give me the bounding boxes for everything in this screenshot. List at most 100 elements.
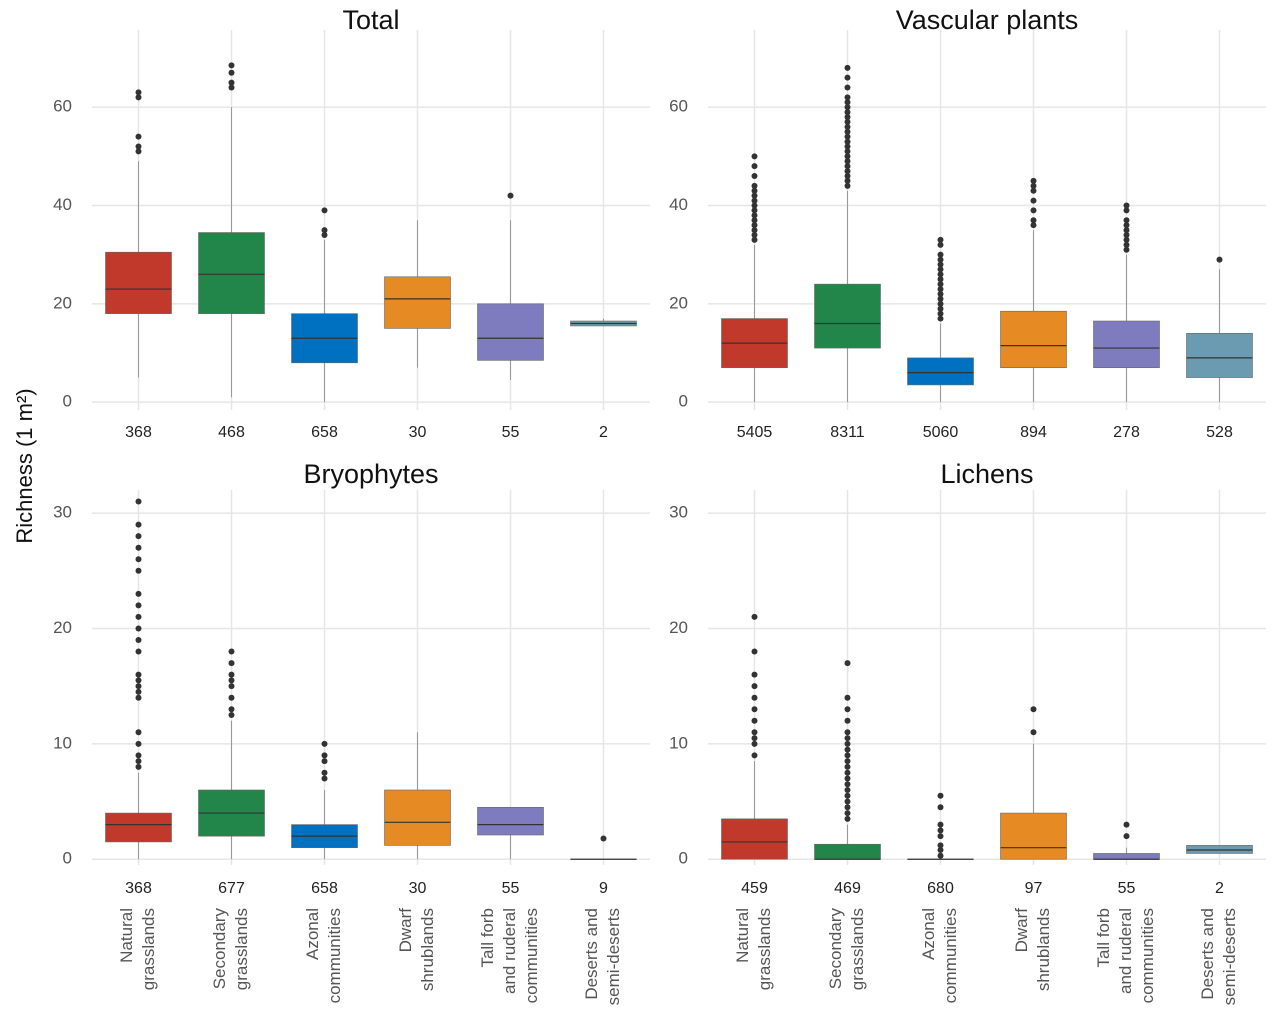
outlier <box>229 649 235 655</box>
box <box>478 304 544 361</box>
outlier <box>1124 822 1130 828</box>
count-label: 459 <box>741 880 768 897</box>
count-label: 97 <box>1025 880 1043 897</box>
panel-title: Bryophytes <box>303 459 438 489</box>
x-tick-label: semi-deserts <box>1220 908 1239 1005</box>
x-tick-label: communities <box>325 908 344 1003</box>
count-label: 368 <box>125 424 152 441</box>
count-label: 468 <box>218 424 245 441</box>
outlier <box>752 741 758 747</box>
count-label: 55 <box>502 880 520 897</box>
outlier <box>1031 706 1037 712</box>
box <box>385 277 451 329</box>
y-tick-label: 20 <box>669 293 688 312</box>
outlier <box>752 683 758 689</box>
y-tick-label: 20 <box>669 618 688 637</box>
x-tick-label: Natural <box>733 908 752 963</box>
outlier <box>752 718 758 724</box>
outlier <box>136 545 142 551</box>
count-label: 469 <box>834 880 861 897</box>
panel-title: Lichens <box>940 459 1033 489</box>
outlier <box>845 804 851 810</box>
x-tick-label: Secondary <box>826 908 845 990</box>
outlier <box>136 144 142 150</box>
outlier <box>1031 207 1037 213</box>
outlier <box>938 252 944 258</box>
x-tick-label: Natural <box>117 908 136 963</box>
outlier <box>845 741 851 747</box>
outlier <box>136 533 142 539</box>
outlier <box>845 660 851 666</box>
count-label: 30 <box>409 424 427 441</box>
outlier <box>136 741 142 747</box>
outlier <box>601 835 607 841</box>
outlier <box>845 94 851 100</box>
box <box>199 233 265 314</box>
outlier <box>752 163 758 169</box>
outlier <box>1217 257 1223 263</box>
y-tick-label: 60 <box>53 97 72 116</box>
x-tick-label: Azonal <box>303 908 322 960</box>
x-tick-label: Tall forb <box>478 908 497 968</box>
x-tick-label: grasslands <box>755 908 774 990</box>
outlier <box>322 207 328 213</box>
x-tick-label: grasslands <box>848 908 867 990</box>
outlier <box>938 237 944 243</box>
count-label: 677 <box>218 880 245 897</box>
x-tick-label: communities <box>941 908 960 1003</box>
outlier <box>845 695 851 701</box>
count-label: 2 <box>599 424 608 441</box>
outlier <box>136 695 142 701</box>
outlier <box>136 764 142 770</box>
box <box>908 358 974 385</box>
outlier <box>938 822 944 828</box>
count-label: 55 <box>502 424 520 441</box>
box <box>478 807 544 835</box>
count-label: 9 <box>599 880 608 897</box>
count-label: 30 <box>409 880 427 897</box>
outlier <box>845 747 851 753</box>
outlier <box>845 718 851 724</box>
outlier <box>136 758 142 764</box>
outlier <box>752 173 758 179</box>
box <box>1094 853 1160 859</box>
outlier <box>136 591 142 597</box>
panel-title: Total <box>342 5 399 35</box>
outlier <box>136 637 142 643</box>
outlier <box>752 183 758 189</box>
outlier <box>1124 202 1130 208</box>
outlier <box>752 614 758 620</box>
outlier <box>322 758 328 764</box>
outlier <box>845 75 851 81</box>
outlier <box>845 775 851 781</box>
y-tick-label: 0 <box>63 392 72 411</box>
y-tick-label: 30 <box>669 503 688 522</box>
box <box>1001 311 1067 368</box>
outlier <box>136 89 142 95</box>
outlier <box>938 842 944 848</box>
x-tick-label: and ruderal <box>500 908 519 994</box>
outlier <box>229 677 235 683</box>
outlier <box>845 85 851 91</box>
count-label: 894 <box>1020 424 1047 441</box>
outlier <box>136 556 142 562</box>
y-axis-label: Richness (1 m²) <box>12 388 37 543</box>
x-tick-label: Secondary <box>210 908 229 990</box>
outlier <box>752 695 758 701</box>
outlier <box>845 799 851 805</box>
count-label: 2 <box>1215 880 1224 897</box>
outlier <box>1124 833 1130 839</box>
count-label: 5405 <box>737 424 773 441</box>
x-tick-label: Deserts and <box>1198 908 1217 1000</box>
count-label: 278 <box>1113 424 1140 441</box>
outlier <box>322 775 328 781</box>
x-tick-label: Azonal <box>919 908 938 960</box>
outlier <box>752 729 758 735</box>
outlier <box>508 193 514 199</box>
box <box>1001 813 1067 859</box>
outlier <box>229 70 235 76</box>
y-tick-label: 10 <box>669 733 688 752</box>
outlier <box>229 706 235 712</box>
outlier <box>136 752 142 758</box>
